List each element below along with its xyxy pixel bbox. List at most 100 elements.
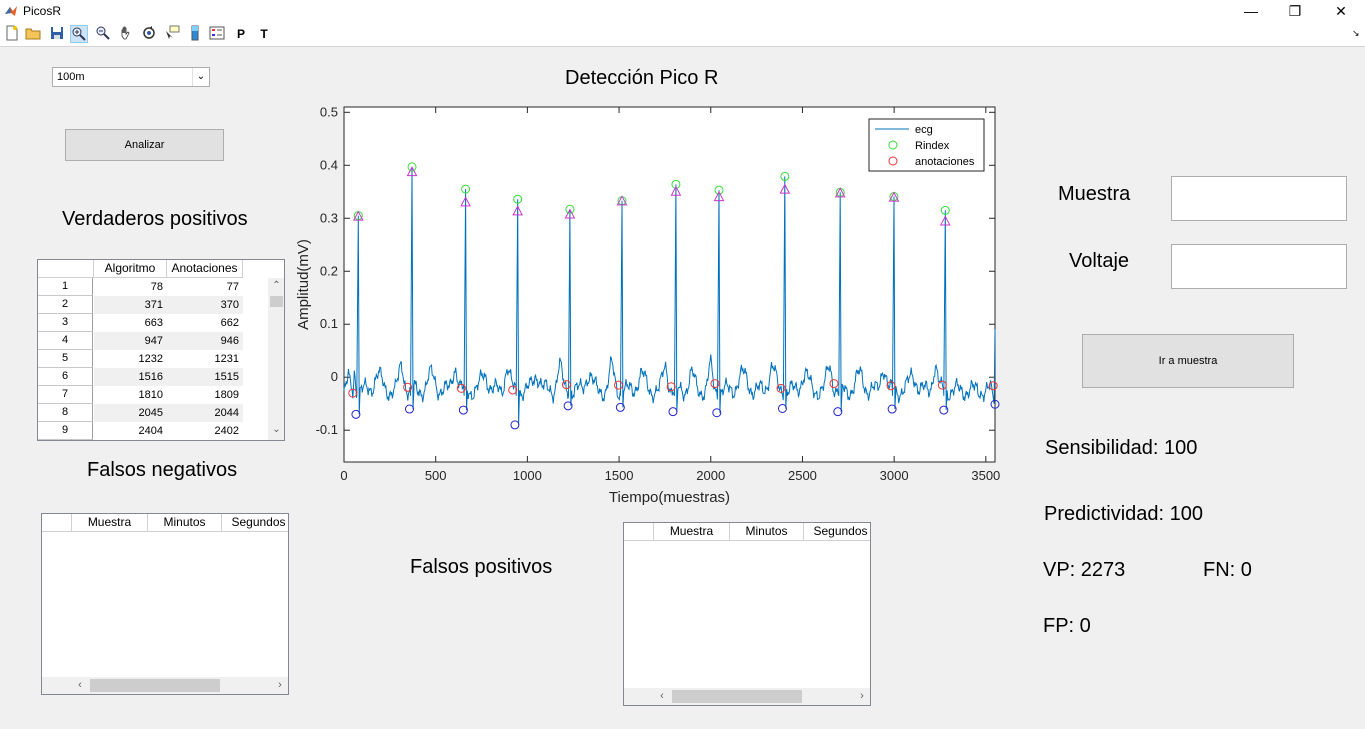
toolbar-dock-icon[interactable]: ↘: [1352, 28, 1360, 38]
minimum-marker: [939, 405, 949, 415]
horizontal-scrollbar[interactable]: ‹ ›: [624, 688, 870, 705]
false-negatives-table[interactable]: Muestra Minutos Segundos ‹ ›: [41, 513, 289, 695]
scroll-thumb[interactable]: [270, 296, 283, 307]
cell-anotaciones[interactable]: 946: [167, 332, 243, 350]
horizontal-scrollbar[interactable]: ‹ ›: [42, 677, 288, 694]
cell-algoritmo[interactable]: 78: [94, 278, 167, 296]
peak-triangle-marker: [352, 210, 364, 221]
scroll-right-icon[interactable]: ›: [860, 690, 864, 702]
peak-triangle-marker: [512, 205, 523, 216]
pan-icon[interactable]: [117, 25, 135, 43]
annotation-marker: [988, 381, 998, 391]
row-header[interactable]: 3: [38, 314, 93, 332]
voltaje-input[interactable]: [1171, 244, 1347, 289]
y-tick-label: 0.5: [320, 104, 338, 119]
rotate-icon[interactable]: [140, 25, 158, 43]
annotation-marker: [666, 382, 676, 392]
open-icon[interactable]: [24, 25, 42, 43]
voltaje-label: Voltaje: [1069, 250, 1130, 272]
column-header-segundos[interactable]: Segundos: [222, 514, 288, 532]
legend-icon[interactable]: [208, 25, 226, 43]
chevron-down-icon[interactable]: ⌄: [192, 68, 209, 86]
x-tick-label: 1500: [605, 468, 634, 483]
peak-triangle-marker: [616, 195, 628, 206]
cell-algoritmo[interactable]: 1516: [94, 368, 167, 386]
muestra-label: Muestra: [1058, 183, 1131, 205]
annotation-marker: [508, 385, 518, 395]
column-header-muestra[interactable]: Muestra: [72, 514, 148, 532]
p-text-icon[interactable]: P: [236, 27, 245, 41]
scroll-left-icon[interactable]: ‹: [78, 679, 82, 691]
column-header-muestra[interactable]: Muestra: [654, 523, 730, 541]
peak-triangle-marker: [834, 187, 846, 198]
scroll-thumb[interactable]: [90, 679, 220, 692]
cell-anotaciones[interactable]: 77: [167, 278, 243, 296]
row-header[interactable]: 1: [38, 278, 93, 296]
false-positives-table[interactable]: Muestra Minutos Segundos ‹ ›: [623, 522, 871, 706]
cell-algoritmo[interactable]: 371: [94, 296, 167, 314]
x-tick-label: 0: [340, 468, 347, 483]
close-button[interactable]: ✕: [1335, 3, 1347, 19]
cell-anotaciones[interactable]: 1515: [167, 368, 243, 386]
predictivity-text: Predictividad: 100: [1044, 503, 1203, 525]
cell-algoritmo[interactable]: 947: [94, 332, 167, 350]
row-header[interactable]: 4: [38, 332, 93, 350]
rindex-marker: [513, 194, 523, 204]
minimize-button[interactable]: —: [1244, 3, 1258, 19]
false-positives-title: Falsos positivos: [410, 556, 553, 578]
ecg-chart[interactable]: 0 500 1000 1500 2000 2500 3000 3500 0.5 0.4 0.3 0.2…: [290, 96, 1010, 516]
t-text-icon[interactable]: T: [260, 27, 268, 41]
minimum-marker: [351, 409, 361, 419]
column-header-segundos[interactable]: Segundos: [804, 523, 870, 541]
cell-anotaciones[interactable]: 1809: [167, 386, 243, 404]
data-cursor-icon[interactable]: [163, 25, 181, 43]
save-icon[interactable]: [48, 25, 66, 43]
cell-algoritmo[interactable]: 1810: [94, 386, 167, 404]
cell-algoritmo[interactable]: 2404: [94, 422, 167, 440]
row-header[interactable]: 5: [38, 350, 93, 368]
x-tick-label: 500: [425, 468, 447, 483]
cell-algoritmo[interactable]: 2045: [94, 404, 167, 422]
zoom-out-icon[interactable]: [94, 25, 112, 43]
record-select[interactable]: 100m ⌄: [52, 67, 210, 87]
row-header[interactable]: 9: [38, 422, 93, 440]
scroll-thumb[interactable]: [672, 690, 802, 703]
fp-text: FP: 0: [1043, 615, 1091, 637]
scroll-down-icon[interactable]: ⌄: [272, 424, 281, 435]
column-header-algoritmo[interactable]: Algoritmo: [94, 260, 167, 278]
true-positives-table[interactable]: Algoritmo Anotaciones 1 78 77 2 371 370 3 663 66…: [37, 259, 285, 441]
vp-text: VP: 2273: [1043, 559, 1126, 581]
scroll-right-icon[interactable]: ›: [278, 679, 282, 691]
cell-anotaciones[interactable]: 1231: [167, 350, 243, 368]
cell-algoritmo[interactable]: 663: [94, 314, 167, 332]
go-to-sample-button[interactable]: Ir a muestra: [1082, 334, 1294, 388]
new-icon[interactable]: [3, 25, 21, 43]
cell-anotaciones[interactable]: 370: [167, 296, 243, 314]
row-header[interactable]: 2: [38, 296, 93, 314]
minimum-marker: [990, 399, 1000, 409]
scroll-up-icon[interactable]: ⌃: [272, 280, 281, 291]
column-header-anotaciones[interactable]: Anotaciones: [167, 260, 243, 278]
figure-toolbar: P T ↘: [0, 22, 1365, 47]
row-header[interactable]: 6: [38, 368, 93, 386]
zoom-in-icon[interactable]: [70, 25, 88, 43]
cell-algoritmo[interactable]: 1232: [94, 350, 167, 368]
y-tick-label: -0.1: [316, 422, 338, 437]
minimum-marker: [887, 404, 897, 414]
scroll-left-icon[interactable]: ‹: [660, 690, 664, 702]
rindex-marker: [940, 205, 950, 215]
column-header-minutos[interactable]: Minutos: [730, 523, 804, 541]
colorbar-icon[interactable]: [186, 25, 204, 43]
column-header-minutos[interactable]: Minutos: [148, 514, 222, 532]
analyze-button[interactable]: Analizar: [65, 129, 224, 161]
vertical-scrollbar[interactable]: ⌃ ⌄: [268, 278, 284, 440]
muestra-input[interactable]: [1171, 176, 1347, 221]
row-header[interactable]: 7: [38, 386, 93, 404]
cell-anotaciones[interactable]: 2044: [167, 404, 243, 422]
cell-anotaciones[interactable]: 2402: [167, 422, 243, 440]
false-negatives-title: Falsos negativos: [87, 459, 238, 481]
rindex-marker: [714, 185, 724, 195]
cell-anotaciones[interactable]: 662: [167, 314, 243, 332]
restore-button[interactable]: ❐: [1288, 3, 1302, 19]
row-header[interactable]: 8: [38, 404, 93, 422]
